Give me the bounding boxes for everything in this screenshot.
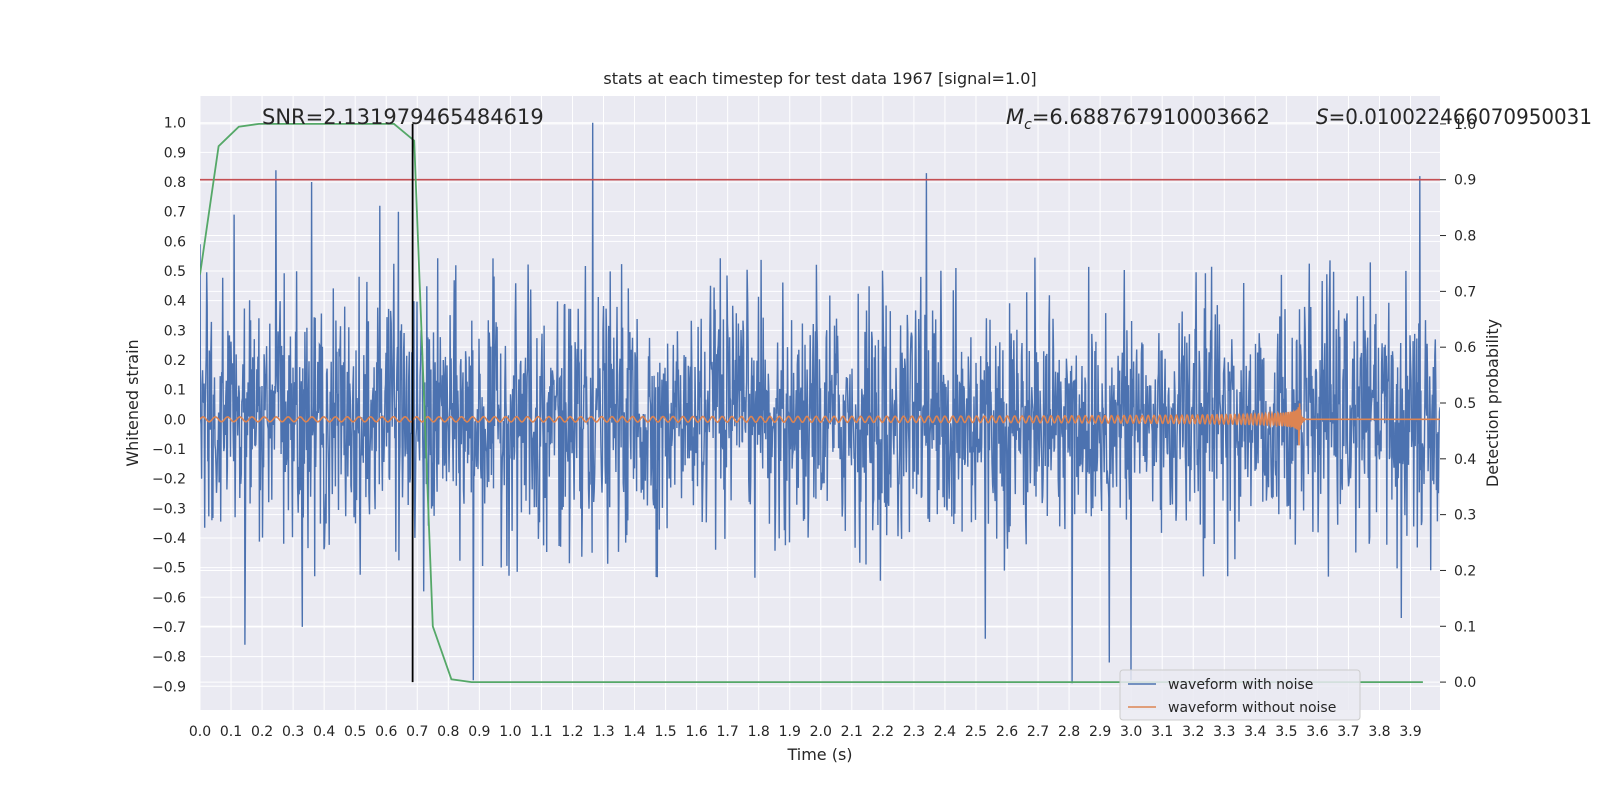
chirp-mass-annotation: Mc=6.688767910003662: [1006, 105, 1270, 133]
x-tick-label: 1.3: [592, 724, 614, 740]
x-tick-label: 3.0: [1120, 724, 1142, 740]
y2-axis-label: Detection probability: [1483, 319, 1502, 487]
y-tick-label: −0.2: [152, 472, 186, 488]
y-tick-label: 0.0: [164, 412, 186, 428]
y-tick-label: 0.5: [164, 264, 186, 280]
x-tick-label: 2.2: [872, 724, 894, 740]
x-tick-label: 0.0: [189, 724, 211, 740]
y-tick-label: −0.7: [152, 620, 186, 636]
x-tick-label: 0.8: [437, 724, 459, 740]
y-tick-label: 0.7: [164, 205, 186, 221]
x-tick-label: 0.2: [251, 724, 273, 740]
y-tick-label: −0.4: [152, 531, 186, 547]
x-tick-label: 3.4: [1244, 724, 1266, 740]
x-tick-label: 1.4: [623, 724, 645, 740]
y-tick-label: 0.9: [164, 145, 186, 161]
x-tick-label: 0.7: [406, 724, 428, 740]
x-tick-label: 0.5: [344, 724, 366, 740]
x-tick-label: 2.5: [965, 724, 987, 740]
y2-tick-label: 0.6: [1454, 340, 1476, 356]
y-tick-label: 0.3: [164, 323, 186, 339]
series-waveform-with-noise: [200, 122, 1440, 684]
x-tick-label: 1.1: [530, 724, 552, 740]
x-tick-label: 3.6: [1306, 724, 1328, 740]
s-value: =0.010022466070950031: [1329, 105, 1592, 129]
x-tick-label: 2.1: [841, 724, 863, 740]
legend-label-noise: waveform with noise: [1168, 677, 1313, 693]
x-axis-label: Time (s): [786, 745, 852, 764]
x-tick-label: 3.3: [1213, 724, 1235, 740]
series-detection-probability: [200, 123, 1423, 683]
mc-value: =6.688767910003662: [1032, 105, 1270, 129]
x-tick-label: 1.6: [685, 724, 707, 740]
mc-subscript: c: [1024, 117, 1032, 133]
y-tick-label: 0.4: [164, 294, 186, 310]
y2-tick-label: 0.5: [1454, 396, 1476, 412]
y-tick-label: −0.9: [152, 679, 186, 695]
series-waveform-without-noise: [200, 403, 1440, 446]
x-tick-label: 1.9: [779, 724, 801, 740]
y2-tick-label: 0.1: [1454, 619, 1476, 635]
y-tick-label: 0.6: [164, 234, 186, 250]
legend-box: [1119, 669, 1361, 721]
y-tick-label: −0.8: [152, 650, 186, 666]
chart-title: stats at each timestep for test data 196…: [603, 69, 1036, 88]
x-tick-label: 3.7: [1337, 724, 1359, 740]
x-tick-label: 1.8: [748, 724, 770, 740]
y-tick-label: 0.8: [164, 175, 186, 191]
y2-tick-label: 0.8: [1454, 229, 1476, 245]
y2-tick-label: 0.2: [1454, 563, 1476, 579]
x-tick-label: 2.7: [1027, 724, 1049, 740]
legend: waveform with noise waveform without noi…: [1119, 669, 1361, 721]
x-tick-label: 0.3: [282, 724, 304, 740]
y2-tick-label: 0.3: [1454, 508, 1476, 524]
snr-annotation: SNR=2.131979465484619: [262, 105, 544, 129]
y2-tick-label: 0.7: [1454, 284, 1476, 300]
x-tick-label: 1.5: [654, 724, 676, 740]
legend-label-clean: waveform without noise: [1168, 700, 1336, 716]
x-tick-label: 2.6: [996, 724, 1018, 740]
y-tick-label: 1.0: [164, 116, 186, 132]
x-tick-label: 1.2: [561, 724, 583, 740]
s-symbol: S: [1316, 105, 1329, 129]
spin-annotation: S=0.010022466070950031: [1316, 105, 1592, 129]
x-tick-label: 0.4: [313, 724, 335, 740]
x-tick-label: 1.0: [499, 724, 521, 740]
y-axis-label: Whitened strain: [123, 339, 142, 466]
x-tick-label: 1.7: [717, 724, 739, 740]
x-tick-label: 3.2: [1182, 724, 1204, 740]
x-tick-label: 2.3: [903, 724, 925, 740]
mc-symbol: M: [1006, 105, 1024, 129]
x-tick-label: 0.9: [468, 724, 490, 740]
x-tick-label: 2.8: [1058, 724, 1080, 740]
x-tick-label: 3.1: [1151, 724, 1173, 740]
y-tick-label: −0.5: [152, 561, 186, 577]
x-tick-label: 2.0: [810, 724, 832, 740]
x-tick-label: 3.8: [1368, 724, 1390, 740]
y2-tick-label: 1.0: [1454, 117, 1476, 133]
y2-tick-label: 0.0: [1454, 675, 1476, 691]
y-tick-label: −0.3: [152, 501, 186, 517]
axes: 0.0 0.1 0.2 0.3 0.4 0.5 0.6 0.7 0.8 0.9 1.0 1.1 1.2 1…: [152, 116, 1476, 740]
x-tick-label: 0.6: [375, 724, 397, 740]
y-tick-label: 0.2: [164, 353, 186, 369]
y-tick-label: −0.1: [152, 442, 186, 458]
x-tick-label: 3.5: [1275, 724, 1297, 740]
x-tick-label: 2.4: [934, 724, 956, 740]
series-layer: [200, 122, 1440, 684]
y-tick-label: −0.6: [152, 590, 186, 606]
y2-tick-label: 0.4: [1454, 452, 1476, 468]
y2-tick-label: 0.9: [1454, 173, 1476, 189]
x-tick-label: 3.9: [1399, 724, 1421, 740]
x-tick-label: 0.1: [220, 724, 242, 740]
x-tick-label: 2.9: [1089, 724, 1111, 740]
y-tick-label: 0.1: [164, 383, 186, 399]
